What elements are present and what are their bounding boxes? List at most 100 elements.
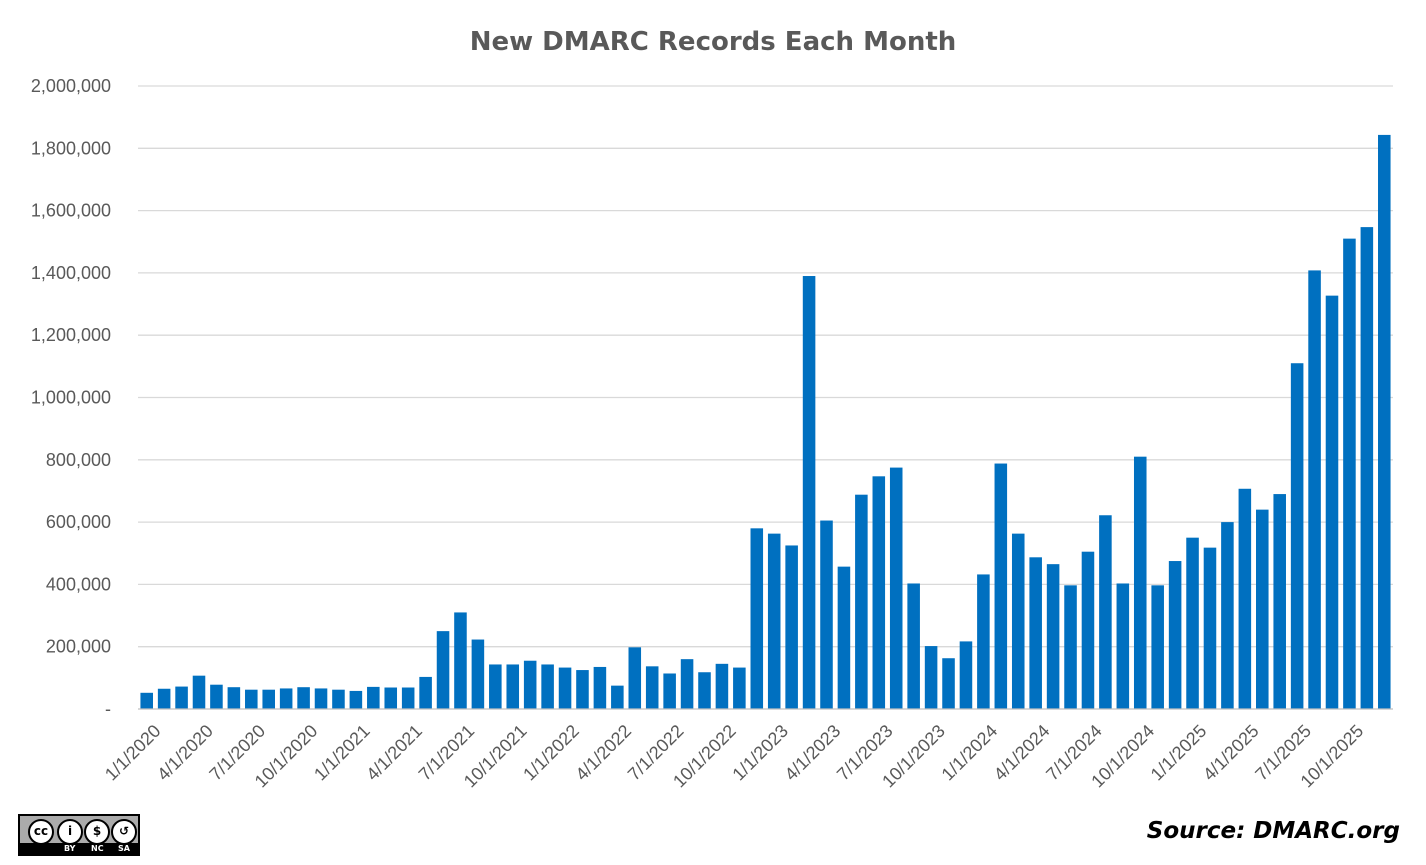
bar xyxy=(245,689,258,709)
bar xyxy=(1256,509,1269,709)
sa-icon: ↺ xyxy=(111,819,137,845)
bar xyxy=(1221,522,1234,709)
y-tick-label: 1,600,000 xyxy=(31,201,111,221)
bar xyxy=(1378,134,1391,709)
bar xyxy=(663,673,676,709)
y-tick-label: 1,000,000 xyxy=(31,388,111,408)
bar xyxy=(1064,585,1077,709)
bar xyxy=(140,692,153,709)
y-tick-label: 400,000 xyxy=(46,574,111,594)
bar xyxy=(279,688,293,709)
bar xyxy=(157,688,171,709)
bar xyxy=(1325,295,1339,709)
bar xyxy=(541,664,554,709)
bar xyxy=(384,687,398,709)
bar xyxy=(1081,551,1095,709)
bar xyxy=(419,676,432,709)
bar xyxy=(175,686,188,709)
y-tick-label: 1,800,000 xyxy=(31,138,111,158)
x-tick-label: 4/1/2022 xyxy=(572,721,636,785)
y-tick-label: - xyxy=(105,699,111,719)
bar xyxy=(1116,583,1130,709)
bar xyxy=(715,663,729,709)
bar xyxy=(733,667,746,709)
bar xyxy=(1343,238,1356,709)
x-axis-ticks: 1/1/20204/1/20207/1/202010/1/20201/1/202… xyxy=(101,721,1367,792)
bar xyxy=(1273,494,1286,709)
bar xyxy=(785,545,798,709)
bar xyxy=(802,276,816,709)
x-tick-label: 1/1/2023 xyxy=(728,721,792,785)
bar xyxy=(767,533,781,709)
bar xyxy=(1046,564,1060,709)
cc-label-nc: NC xyxy=(91,844,104,853)
bar xyxy=(1238,488,1252,709)
bar xyxy=(907,583,920,709)
bar xyxy=(855,494,868,709)
x-tick-label: 1/1/2020 xyxy=(101,721,165,785)
bar xyxy=(959,641,973,709)
bar xyxy=(314,688,328,709)
x-tick-label: 4/1/2021 xyxy=(362,721,426,785)
bar xyxy=(227,687,241,709)
bar xyxy=(1203,547,1217,709)
bar xyxy=(698,672,711,709)
bar xyxy=(192,675,206,709)
bar xyxy=(750,528,764,709)
bar xyxy=(210,684,223,709)
bar xyxy=(506,664,520,709)
bar xyxy=(1360,227,1374,710)
bar xyxy=(297,687,310,709)
nc-icon: $ xyxy=(84,819,110,845)
bar xyxy=(994,463,1008,709)
bar xyxy=(1186,537,1199,709)
bar xyxy=(889,467,903,709)
bar xyxy=(558,667,572,709)
bar xyxy=(1029,557,1042,709)
y-tick-label: 600,000 xyxy=(46,512,111,532)
x-tick-label: 4/1/2024 xyxy=(990,721,1054,785)
bar xyxy=(1168,561,1182,709)
cc-label-bar xyxy=(20,843,138,854)
bar xyxy=(1099,515,1112,709)
cc-label-sa: SA xyxy=(118,844,130,853)
bar xyxy=(436,631,450,710)
bars xyxy=(140,134,1391,710)
x-tick-label: 1/1/2025 xyxy=(1147,721,1211,785)
bar xyxy=(977,574,990,709)
x-tick-label: 1/1/2022 xyxy=(519,721,583,785)
cc-license-badge: cc i $ ↺ BY NC SA xyxy=(18,814,140,856)
bar xyxy=(332,689,345,709)
bar xyxy=(872,476,886,709)
bar xyxy=(1308,270,1321,709)
bar xyxy=(262,689,275,709)
bar xyxy=(611,685,624,709)
bar xyxy=(489,664,502,709)
bar xyxy=(645,666,659,709)
y-tick-label: 1,200,000 xyxy=(31,325,111,345)
bar xyxy=(471,639,485,709)
y-tick-label: 1,400,000 xyxy=(31,263,111,283)
bar xyxy=(628,647,642,709)
bar xyxy=(349,690,363,709)
cc-label-by: BY xyxy=(64,844,76,853)
x-tick-label: 1/1/2024 xyxy=(938,721,1002,785)
y-tick-label: 800,000 xyxy=(46,450,111,470)
bar xyxy=(820,520,833,709)
bar xyxy=(1290,363,1304,709)
source-label: Source: DMARC.org xyxy=(1146,818,1400,844)
bar xyxy=(593,666,607,709)
cc-icon: cc xyxy=(28,819,54,845)
bar xyxy=(1151,585,1164,709)
bar xyxy=(454,612,467,709)
x-tick-label: 4/1/2020 xyxy=(153,721,217,785)
bar xyxy=(837,566,851,709)
y-tick-label: 2,000,000 xyxy=(31,76,111,96)
x-tick-label: 1/1/2021 xyxy=(310,721,374,785)
bar xyxy=(367,686,380,709)
x-tick-label: 4/1/2025 xyxy=(1199,721,1263,785)
y-axis-ticks: - 200,000 400,000 600,000 800,000 1,000,000 1,… xyxy=(31,76,111,719)
bar xyxy=(680,659,694,709)
chart-title: New DMARC Records Each Month xyxy=(470,27,957,57)
